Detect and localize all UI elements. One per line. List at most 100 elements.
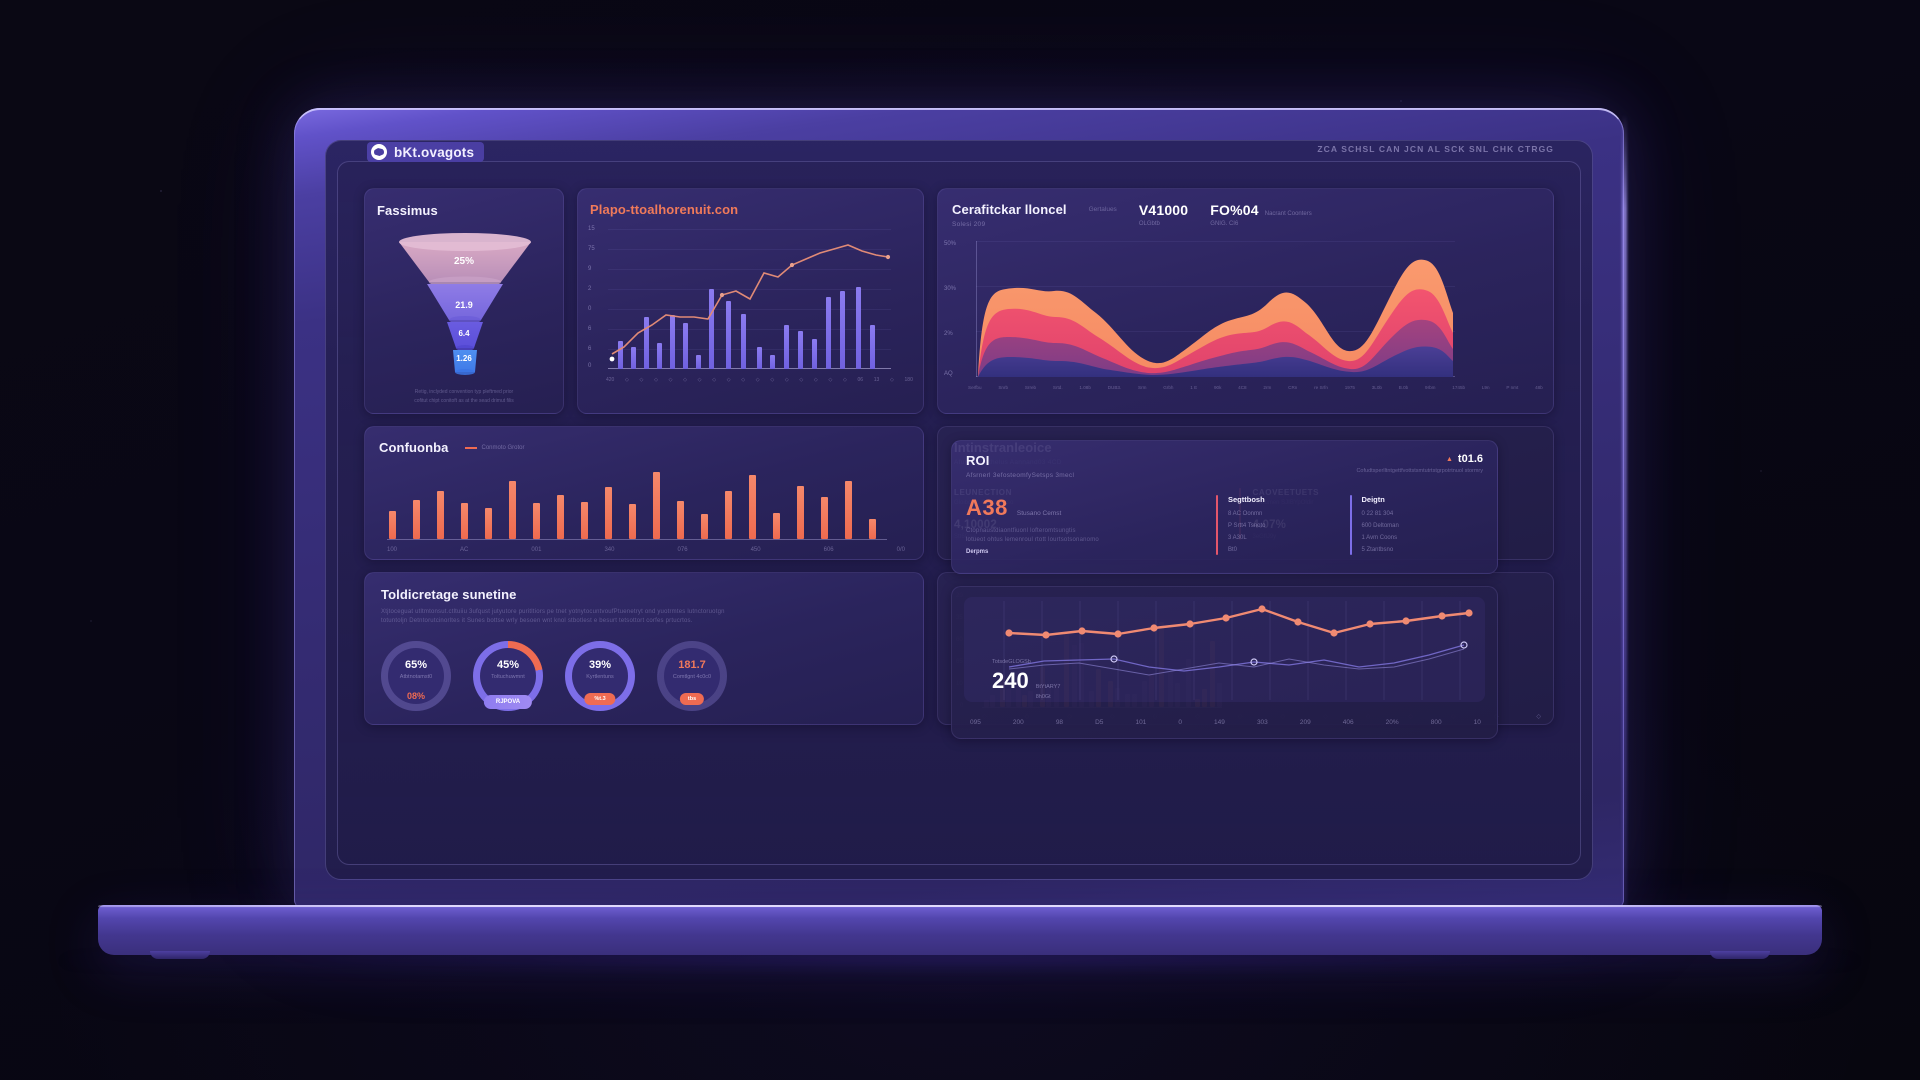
laptop-base [98,905,1822,955]
roi-body: A38 Stusano Cemst Ctopnaustdiaontfiuonl … [966,495,1483,555]
donut-metric[interactable]: 181.7 Comtlgnt 4c0c0 tbs [657,640,727,711]
donut-value: 181.7 [678,658,706,671]
area-title: Cerafitckar lloncel [952,202,1067,217]
roi-col-2-row: 0 22 81 304 [1361,511,1394,517]
bar [709,289,714,369]
donut-badge[interactable]: tbs [679,692,705,705]
x-tick: ◇ [1536,714,1541,720]
y-tick: 15 [588,226,595,232]
line-plot-panel: TotsdeGLOGSb 240 BtYtARY7 8h0Gt [964,597,1485,702]
donut-label: Atbtnotamst0 [399,673,433,680]
area-x-axis: Serfbu Snrb Srreb Srtd. 1.08b DUB3. Srm … [968,385,1543,390]
donut-metric[interactable]: 65% Atbtnotamst0 08% [381,640,451,711]
roi-col-1: Segttbosh 8 AC Oonmn P Srtt4 Tsnoto 3 A3… [1216,495,1350,555]
roi-subtitle: Afsrnerl 3efosteomfySetsps 3mecl [966,472,1075,479]
legend-swatch-icon [464,446,477,449]
x-tick: L9n [1481,385,1490,390]
area-kpi-2-sub: GNIG. CI6 [1210,221,1239,227]
bar [725,491,732,539]
x-tick: 1745b [1452,385,1466,390]
roi-col-1-row: 3 A30L [1228,535,1247,541]
donut-label: Comtlgnt 4c0c0 [672,673,712,680]
divider [1349,495,1352,555]
x-tick: ◇ [813,377,818,383]
orange-bars-legend[interactable]: Conmoto Grotor [464,445,525,451]
x-tick: 1 E [1190,385,1198,390]
roi-col-2-row: 5 Ztantbsno [1361,547,1394,553]
x-tick: 209 [1299,719,1311,726]
roi-header: ROI Afsrnerl 3efosteomfySetsps 3mecl ▲ t… [966,453,1483,479]
donut-badge[interactable]: RJPOVA [483,694,533,709]
orange-bars-plot [387,467,887,540]
bar [509,481,516,539]
x-tick: Snrb [998,385,1009,390]
bar [696,355,701,369]
x-tick: 180 [904,377,913,383]
bar [797,486,804,539]
brand[interactable]: bKt.ovagots [367,142,485,162]
card-donuts: Toldicretage sunetine Xtjtoceguat utltmt… [364,572,924,725]
bar [677,501,684,539]
bar [605,487,612,539]
x-tick: 076 [677,547,688,553]
donuts-title: Toldicretage sunetine [381,587,517,602]
line-kpi-value: 240 [992,668,1029,693]
x-tick: 2rm [1263,385,1272,390]
x-tick: ◇ [668,377,673,383]
roi-col-2-row: 1 Avm Coons [1361,535,1398,541]
roi-big-label: Stusano Cemst [1016,510,1062,517]
y-tick: 0 [588,306,592,312]
x-tick: 420 [606,377,615,383]
roi-col-1-key: Segttbosh [1228,495,1265,504]
bar [773,513,780,539]
donut-badge[interactable]: %t.3 [584,692,616,705]
roi-badge-block: ▲ t01.6 Cofudtsperlltntgettfvottstsmtutr… [1356,453,1483,474]
y-tick: 9 [588,266,592,272]
bar [683,323,688,369]
x-tick: ◇ [712,377,717,383]
x-tick: D5 [1095,719,1104,726]
x-tick: CRn [1288,385,1298,390]
x-tick: 406 [1342,719,1354,726]
trend-up-icon: ▲ [1445,455,1453,463]
area-kpi-2-label: Nacrant Coonters [1264,211,1312,217]
donut-metric[interactable]: 45% Toltuchuwmnt RJPOVA [473,640,543,711]
funnel-title: Fassimus [377,203,438,218]
x-tick: ◇ [889,377,894,383]
area-legend-label: Gertalues [1088,206,1117,213]
x-tick: ◇ [842,377,847,383]
x-tick: ◇ [625,377,629,383]
roi-desc-emph: Derpms [966,548,989,555]
x-tick: ◇ [639,377,644,383]
x-tick: 149 [1214,719,1225,726]
x-tick: ◇ [683,377,687,383]
card-orange-bars: Confuonba Conmoto Grotor [364,426,924,560]
roi-desc-line: lotueot ohtus lemenroul rtott lourtsotso… [966,537,1099,544]
donut-value: 39% [588,658,612,671]
x-tick: 303 [1256,719,1268,726]
bar [485,508,492,539]
y-tick: AQ [944,371,953,377]
bar [870,325,875,369]
bar [618,341,623,369]
x-tick: 095 [970,719,981,726]
roi-col-1-row: P Srtt4 Tsnoto [1228,523,1266,529]
bar [581,502,588,539]
x-tick: 3L0b [1371,385,1382,390]
bar [812,339,817,369]
bar [869,519,876,539]
funnel-footnote: Retig, inclyded convention typ pleftmed … [379,388,549,405]
y-tick: 2 [588,286,592,292]
dashboard-root: bKt.ovagots ZCA SCHSL CAN JCN AL SCK SNL… [337,142,1581,865]
donut-metric[interactable]: 39% Kyrtlentuns %t.3 [565,640,635,711]
x-tick: ◇ [741,377,746,383]
x-tick: Grbh [1163,385,1174,390]
bar [557,495,564,539]
roi-badge-value: t01.6 [1457,453,1483,465]
area-subtitle: Solesi 209 [952,221,986,228]
x-tick: 340 [604,547,615,553]
bar [653,472,660,539]
x-tick: ◇ [654,377,658,383]
x-tick: Srtd. [1052,385,1063,390]
donut-value: 65% [404,658,428,671]
